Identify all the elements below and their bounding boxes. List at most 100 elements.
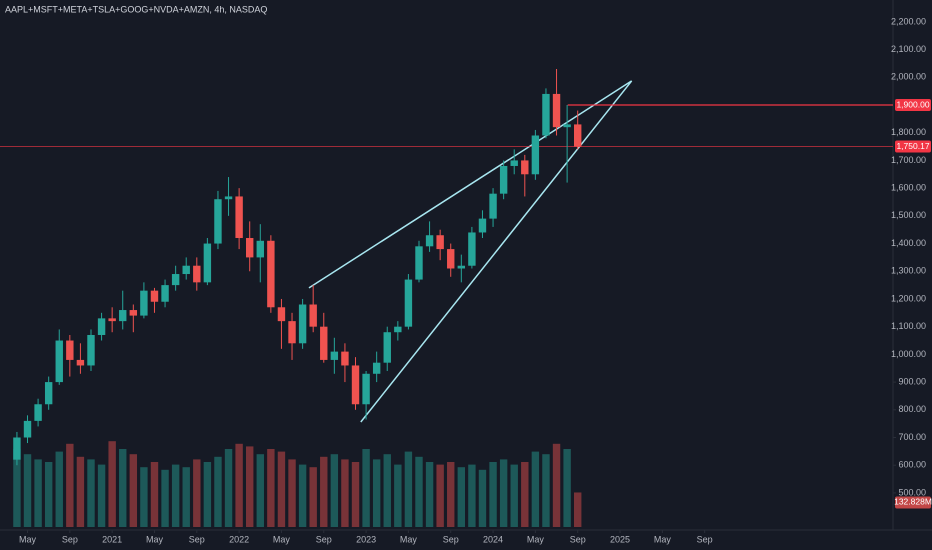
trendline <box>360 80 633 423</box>
candle-body <box>415 246 423 280</box>
candle-body <box>161 285 169 302</box>
volume-bar <box>383 454 391 527</box>
price-label: 1,750.17 <box>896 141 929 151</box>
x-tick-label: May <box>400 534 418 544</box>
x-tick-label: 2024 <box>483 534 503 544</box>
y-tick-label: 1,500.00 <box>891 210 926 220</box>
volume-bar <box>267 449 275 527</box>
candle-body <box>224 196 233 200</box>
volume-bar <box>224 449 233 527</box>
candle-body <box>468 232 476 266</box>
candle-body <box>203 243 212 283</box>
volume-bar <box>330 454 339 527</box>
candle-layer <box>13 68 582 466</box>
candle-body <box>372 362 381 374</box>
volume-bar <box>510 464 518 527</box>
candle-body <box>573 124 582 147</box>
candle-body <box>108 318 116 322</box>
volume-bar <box>531 451 540 527</box>
volume-bar <box>341 459 349 527</box>
x-tick-label: Sep <box>189 534 205 544</box>
volume-bar <box>489 462 497 527</box>
candle-body <box>44 382 53 405</box>
y-tick-label: 2,100.00 <box>891 44 926 54</box>
candle-body <box>351 365 360 405</box>
volume-bar <box>552 443 561 527</box>
candle-body <box>383 332 391 363</box>
volume-bar <box>55 451 63 527</box>
candle-body <box>362 373 370 405</box>
y-tick-label: 1,000.00 <box>891 349 926 359</box>
volume-bar <box>150 462 159 527</box>
volume-bar <box>457 467 466 527</box>
volume-bar <box>309 467 317 527</box>
volume-bar <box>415 456 423 527</box>
candle-body <box>330 351 339 360</box>
volume-bar <box>97 464 106 527</box>
candle-body <box>394 326 402 333</box>
y-tick-label: 1,100.00 <box>891 321 926 331</box>
y-tick-label: 1,200.00 <box>891 293 926 303</box>
candle-body <box>13 437 21 460</box>
candle-body <box>87 334 95 366</box>
volume-bar <box>129 454 138 527</box>
y-tick-label: 1,600.00 <box>891 183 926 193</box>
volume-label: 132.828M <box>894 497 932 507</box>
volume-bar <box>436 464 444 527</box>
y-tick-label: 2,000.00 <box>891 72 926 82</box>
candle-body <box>129 310 138 316</box>
candle-body <box>298 304 307 344</box>
x-tick-label: May <box>273 534 291 544</box>
candle-body <box>510 160 518 166</box>
volume-bar <box>298 464 307 527</box>
x-tick-label: 2023 <box>356 534 376 544</box>
candle-body <box>150 290 159 302</box>
volume-bar <box>499 459 508 527</box>
chart-title: AAPL+MSFT+META+TSLA+GOOG+NVDA+AMZN, 4h, … <box>5 4 267 14</box>
x-tick-label: Sep <box>62 534 78 544</box>
candle-body <box>119 310 127 322</box>
volume-bar <box>13 449 21 527</box>
x-tick-label: Sep <box>697 534 713 544</box>
volume-bar <box>34 459 42 527</box>
candle-body <box>256 240 264 258</box>
volume-bar <box>161 469 169 527</box>
candle-body <box>245 238 254 258</box>
candle-body <box>457 265 466 269</box>
y-tick-label: 1,400.00 <box>891 238 926 248</box>
volume-bar <box>66 443 74 527</box>
x-tick-label: Sep <box>316 534 332 544</box>
candle-body <box>23 420 32 438</box>
y-tick-label: 800.00 <box>898 404 926 414</box>
y-tick-label: 2,200.00 <box>891 16 926 26</box>
candle-body <box>193 265 201 283</box>
candle-body <box>542 93 550 136</box>
x-tick-label: 2025 <box>610 534 630 544</box>
volume-label-box <box>895 496 931 509</box>
candle-body <box>140 290 148 316</box>
candle-body <box>267 240 275 308</box>
annotation-layer <box>0 80 893 423</box>
price-label-box <box>895 99 931 112</box>
price-label: 1,900.00 <box>896 99 929 109</box>
volume-bar <box>171 464 180 527</box>
candle-body <box>531 135 540 175</box>
candle-body <box>288 321 296 344</box>
candle-body <box>34 404 42 421</box>
x-tick-label: 2021 <box>102 534 122 544</box>
x-tick-label: May <box>146 534 164 544</box>
volume-bar <box>44 462 53 527</box>
volume-bar <box>320 456 328 527</box>
volume-bar <box>478 469 487 527</box>
volume-bar <box>23 454 32 527</box>
y-tick-label: 1,700.00 <box>891 155 926 165</box>
candle-body <box>563 124 571 128</box>
candle-body <box>521 160 529 175</box>
y-tick-label: 600.00 <box>898 460 926 470</box>
candle-body <box>499 165 508 194</box>
candle-body <box>277 307 286 322</box>
candle-body <box>552 93 561 128</box>
volume-bar <box>256 454 264 527</box>
candle-body <box>436 235 444 250</box>
